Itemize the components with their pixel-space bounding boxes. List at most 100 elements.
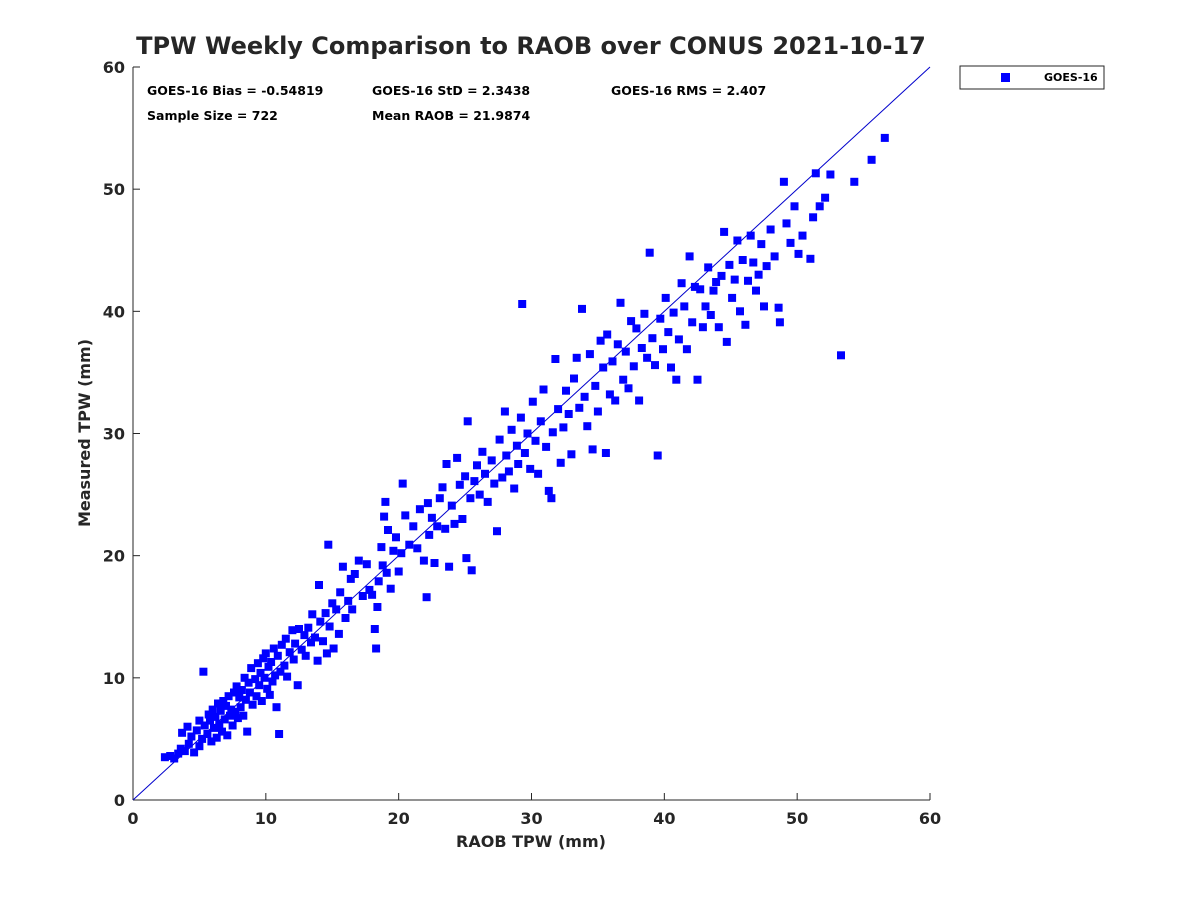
- data-point: [198, 734, 207, 743]
- data-point: [470, 477, 479, 486]
- data-point: [782, 219, 791, 228]
- data-point: [195, 716, 204, 725]
- x-tick-label: 20: [388, 809, 410, 828]
- y-tick-label: 30: [103, 425, 125, 444]
- x-tick-label: 10: [255, 809, 277, 828]
- data-point: [263, 684, 272, 693]
- data-point: [837, 351, 845, 360]
- data-point: [645, 248, 654, 257]
- data-point: [616, 298, 625, 307]
- data-point: [422, 593, 431, 602]
- data-point: [539, 385, 548, 394]
- data-point: [206, 716, 214, 725]
- data-point: [308, 610, 317, 619]
- data-point: [591, 381, 600, 390]
- data-point: [223, 731, 232, 740]
- data-point: [425, 530, 434, 539]
- data-point: [389, 546, 398, 555]
- data-point: [405, 540, 414, 549]
- data-point: [637, 344, 646, 352]
- data-point: [728, 293, 737, 302]
- data-point: [621, 347, 630, 356]
- data-point: [693, 375, 702, 384]
- data-point: [463, 417, 472, 426]
- data-point: [256, 668, 265, 677]
- data-point: [629, 362, 638, 371]
- y-tick-label: 50: [103, 180, 125, 199]
- data-point: [562, 386, 570, 395]
- data-point: [160, 753, 169, 762]
- data-point: [271, 671, 280, 680]
- data-point: [712, 278, 721, 286]
- data-point: [593, 407, 602, 416]
- data-point: [696, 285, 705, 294]
- data-point: [401, 511, 410, 520]
- stat-bias: GOES-16 Bias = -0.54819: [147, 83, 323, 98]
- data-point: [701, 302, 710, 311]
- data-point: [300, 631, 309, 640]
- data-point: [192, 726, 201, 735]
- data-point: [174, 749, 183, 758]
- data-point: [667, 363, 675, 372]
- data-point: [528, 397, 537, 406]
- data-point: [458, 515, 467, 523]
- data-point: [442, 460, 451, 468]
- data-point: [738, 256, 747, 264]
- data-point: [504, 467, 513, 476]
- data-point: [502, 451, 511, 460]
- data-point: [215, 720, 224, 729]
- data-point: [648, 334, 657, 343]
- legend-label: GOES-16: [1044, 71, 1098, 84]
- data-point: [251, 675, 260, 684]
- data-point: [714, 323, 723, 332]
- data-point: [821, 193, 830, 202]
- data-point: [220, 715, 229, 724]
- data-point: [478, 447, 487, 456]
- data-point: [222, 701, 230, 710]
- data-point: [324, 540, 333, 549]
- data-point: [435, 494, 444, 503]
- data-point: [301, 651, 310, 660]
- y-tick-label: 10: [103, 669, 125, 688]
- data-point: [204, 710, 213, 719]
- x-tick-label: 40: [653, 809, 675, 828]
- data-point: [544, 486, 553, 495]
- data-point: [659, 345, 667, 354]
- data-point: [447, 501, 456, 510]
- data-point: [272, 703, 281, 712]
- data-point: [570, 374, 578, 383]
- data-point: [257, 697, 266, 705]
- data-point: [248, 700, 257, 709]
- data-point: [433, 522, 442, 531]
- data-point: [441, 524, 450, 533]
- data-point: [575, 403, 584, 412]
- data-point: [419, 556, 428, 565]
- data-point: [605, 390, 614, 399]
- data-point: [766, 225, 775, 234]
- stat-std: GOES-16 StD = 2.3438: [372, 83, 530, 98]
- data-point: [741, 320, 750, 329]
- data-point: [373, 603, 382, 611]
- data-point: [398, 479, 407, 488]
- data-point: [180, 747, 189, 756]
- data-point: [313, 656, 322, 665]
- data-point: [341, 614, 350, 622]
- data-point: [736, 307, 744, 316]
- data-point: [237, 686, 246, 694]
- data-point: [212, 733, 221, 742]
- data-point: [275, 730, 284, 738]
- data-point: [252, 692, 261, 701]
- data-point: [240, 673, 249, 682]
- data-point: [268, 677, 277, 686]
- data-point: [774, 303, 783, 312]
- data-point: [498, 473, 507, 482]
- data-point: [218, 727, 226, 736]
- data-point: [680, 302, 689, 311]
- data-point: [267, 658, 276, 666]
- data-point: [230, 688, 238, 697]
- data-point: [211, 712, 220, 721]
- data-point: [786, 238, 795, 247]
- x-tick-label: 50: [786, 809, 808, 828]
- data-point: [481, 469, 489, 478]
- data-point: [409, 522, 418, 531]
